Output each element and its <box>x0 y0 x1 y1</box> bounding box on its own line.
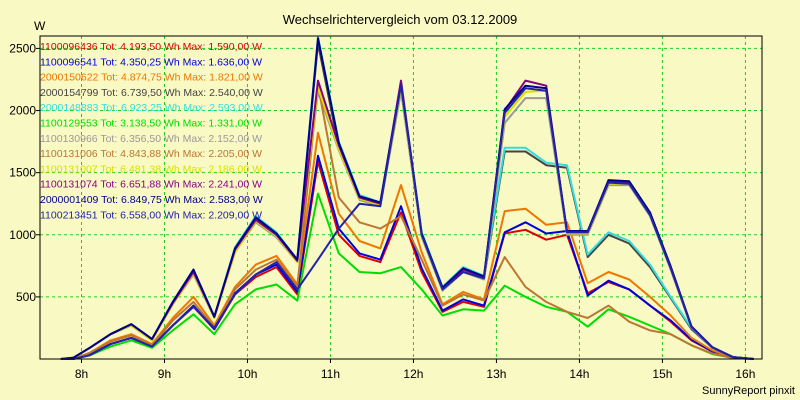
footer-credit: SunnyReport pinxit <box>702 385 795 397</box>
series-lines <box>60 35 754 360</box>
legend-entry-5: 1100129553 Tot: 3.138,50 Wh Max: 1.331,0… <box>40 118 262 130</box>
plot-frame <box>39 35 763 360</box>
legend-entry-0: 1100096436 Tot: 4.193,50 Wh Max: 1.590,0… <box>40 41 262 53</box>
legend-entry-6: 1100130966 Tot: 6.356,50 Wh Max: 2.152,0… <box>40 133 262 145</box>
y-axis-label: W <box>34 19 46 33</box>
legend-entry-11: 1100213451 Tot: 6.558,00 Wh Max: 2.209,0… <box>40 209 262 221</box>
legend-entry-7: 1100131006 Tot: 4.843,88 Wh Max: 2.205,0… <box>40 148 262 160</box>
x-tick-label-4: 12h <box>403 367 423 381</box>
y-tick-label-4: 2500 <box>9 41 36 55</box>
chart-title: Wechselrichtervergleich vom 03.12.2009 <box>283 12 518 27</box>
x-tick-label-0: 8h <box>75 367 88 381</box>
legend-entry-1: 1100096541 Tot: 4.350,25 Wh Max: 1.636,0… <box>40 56 262 68</box>
x-tick-label-3: 11h <box>321 367 340 381</box>
legend-entry-4: 2000148883 Tot: 6.923,25 Wh Max: 2.593,0… <box>40 102 263 114</box>
x-tick-label-1: 9h <box>158 367 171 381</box>
legend: 1100096436 Tot: 4.193,50 Wh Max: 1.590,0… <box>40 41 263 221</box>
series-line-5 <box>60 192 754 360</box>
y-tick-label-0: 500 <box>16 290 36 304</box>
legend-entry-2: 2000150622 Tot: 4.874,75 Wh Max: 1.821,0… <box>40 72 263 84</box>
axes <box>39 35 763 360</box>
x-tick-label-2: 10h <box>237 367 257 381</box>
x-tick-label-7: 15h <box>652 367 672 381</box>
x-tick-label-6: 14h <box>569 367 589 381</box>
legend-entry-8: 1100131007 Tot: 6.481,38 Wh Max: 2.186,0… <box>40 163 262 175</box>
y-tick-label-1: 1000 <box>9 228 36 242</box>
grid-lines <box>40 36 762 359</box>
tick-labels: 8h 9h 10h 11h 12h 13h 14h 15h 16h 500 1000 1500 2000… <box>9 41 755 381</box>
series-line-7 <box>60 84 754 360</box>
legend-entry-3: 2000154799 Tot: 6.739,50 Wh Max: 2.540,0… <box>40 87 263 99</box>
y-tick-label-2: 1500 <box>9 166 36 180</box>
series-line-11 <box>60 83 754 360</box>
legend-entry-9: 1100131074 Tot: 6.651,88 Wh Max: 2.241,0… <box>40 179 262 191</box>
series-line-2 <box>60 131 754 360</box>
x-tick-label-8: 16h <box>735 367 755 381</box>
y-tick-label-3: 2000 <box>9 104 36 118</box>
x-tick-label-5: 13h <box>486 367 506 381</box>
legend-entry-10: 2000001409 Tot: 6.849,75 Wh Max: 2.583,0… <box>40 194 263 206</box>
